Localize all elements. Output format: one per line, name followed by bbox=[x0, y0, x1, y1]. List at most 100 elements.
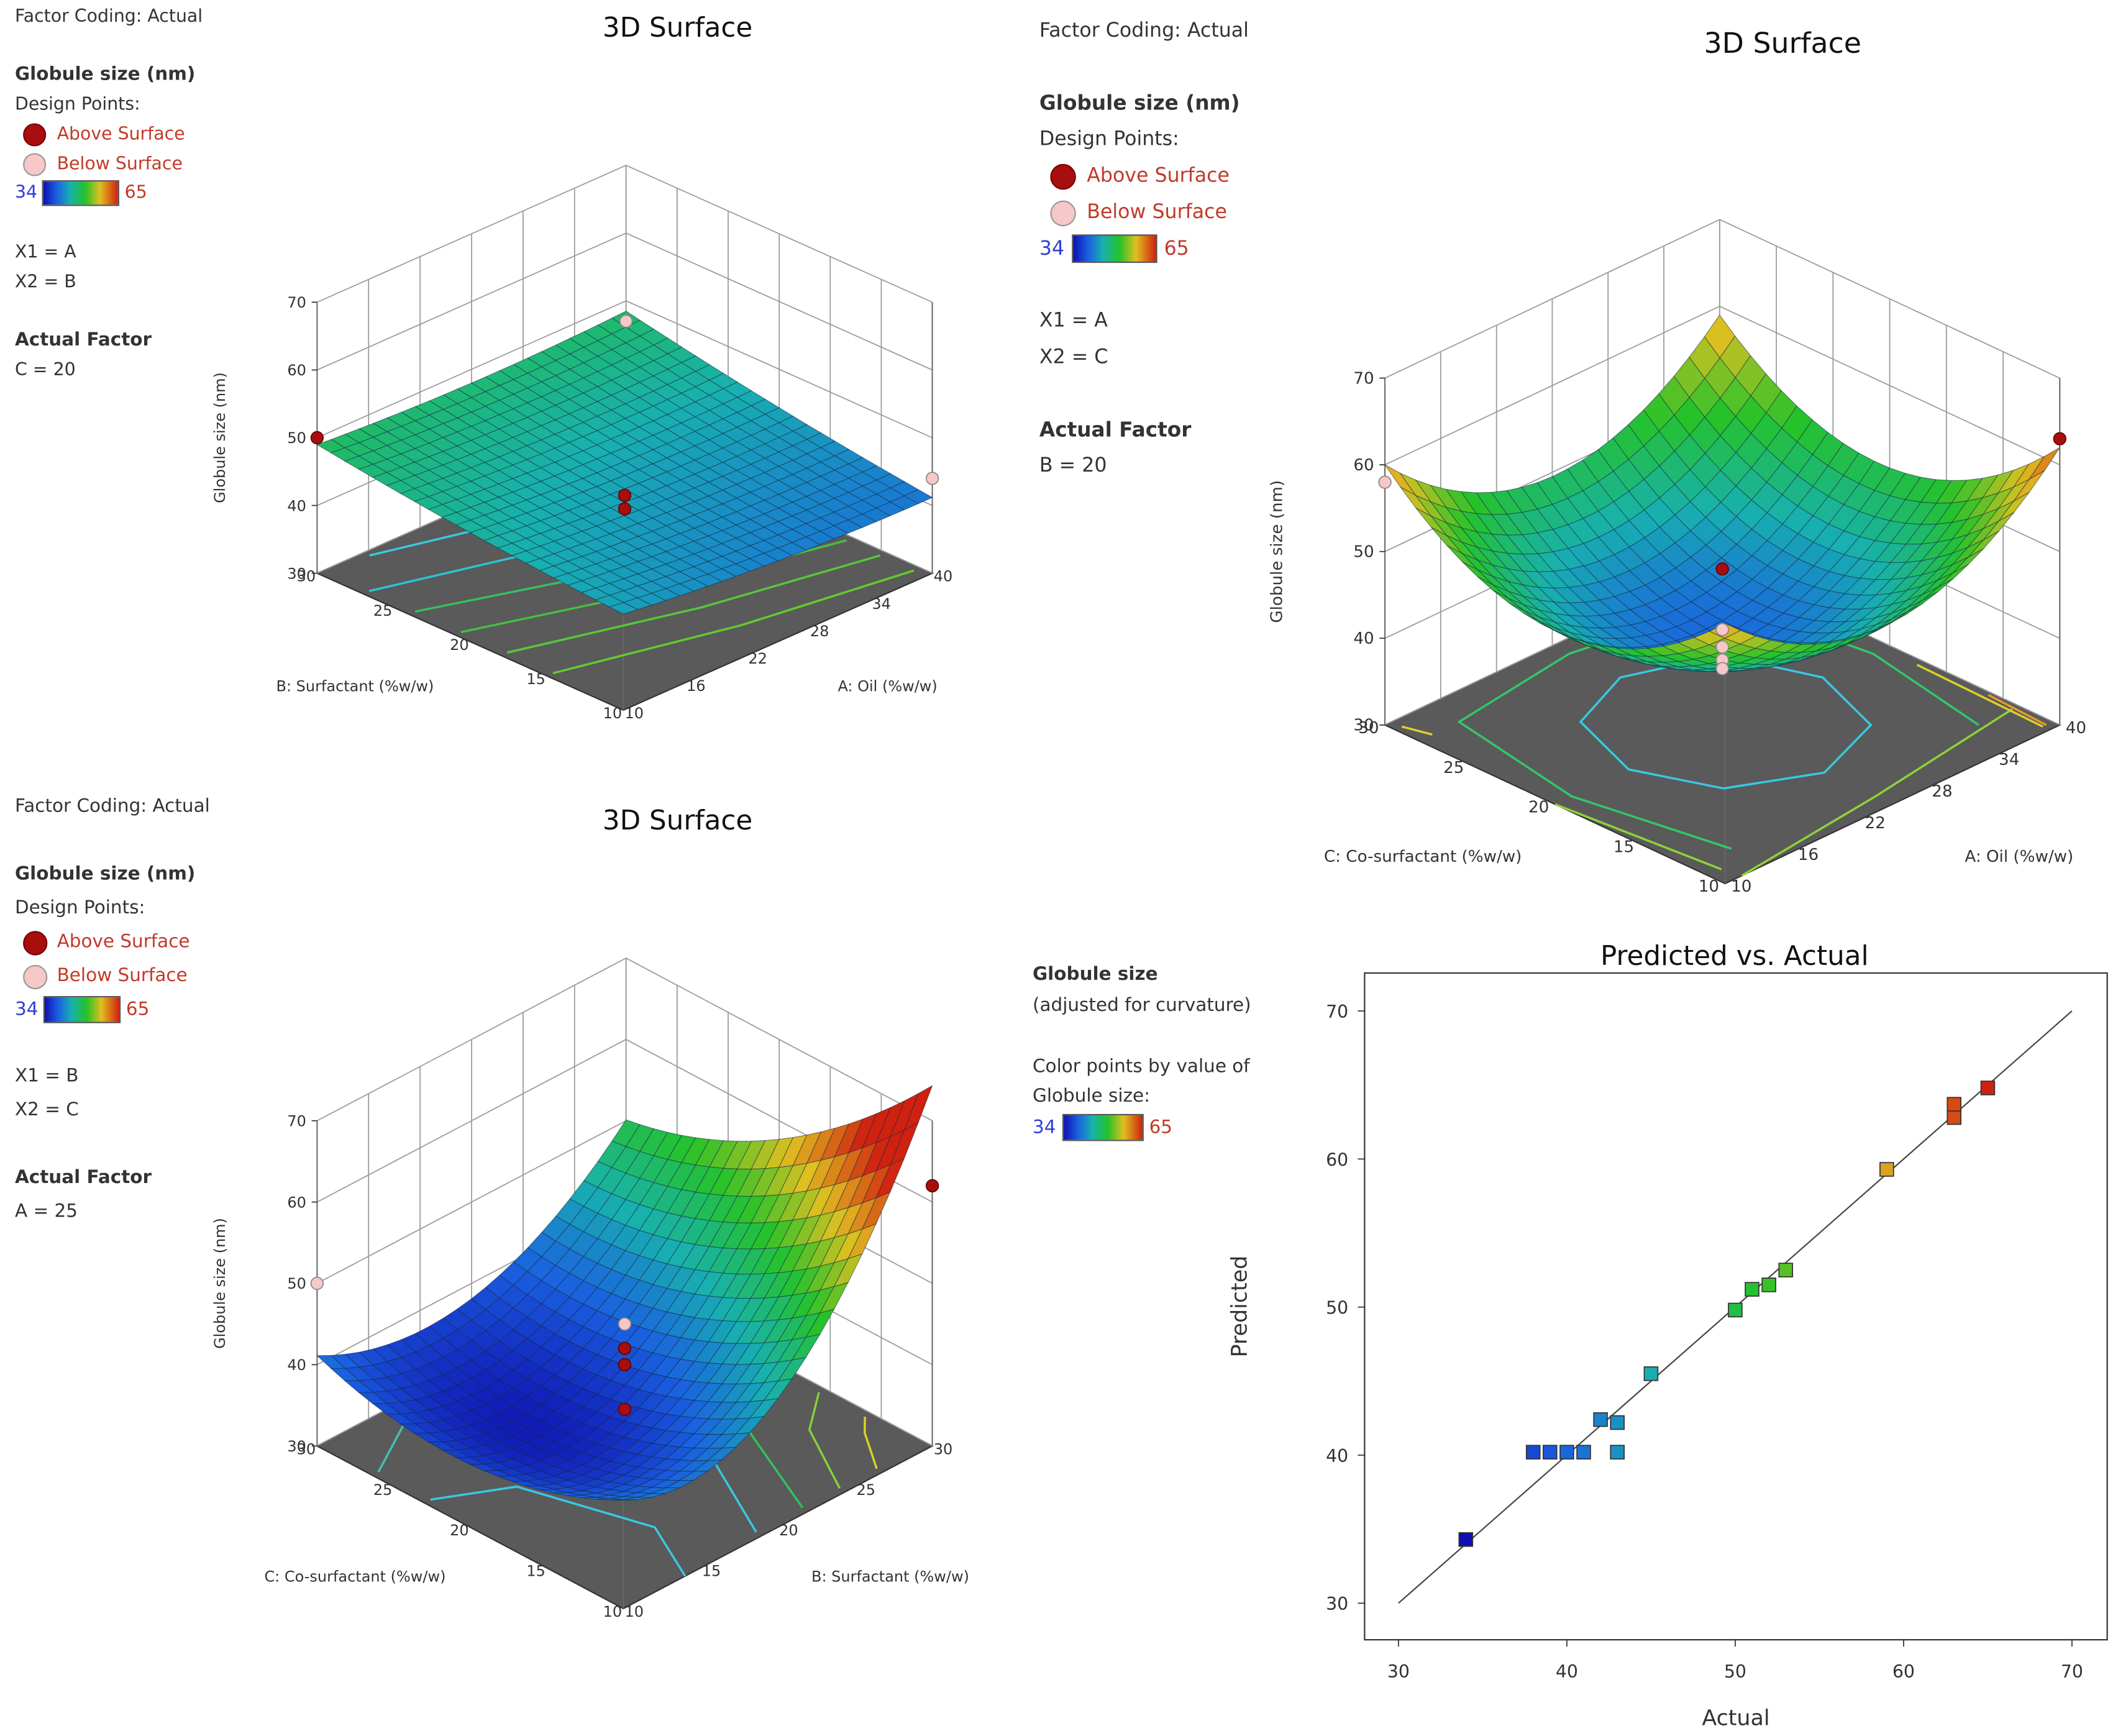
design-point-below bbox=[1715, 623, 1729, 637]
below-surface-label: Below Surface bbox=[1087, 201, 1227, 224]
fixed-factor-label: B = 20 bbox=[1039, 455, 1107, 477]
design-point-above bbox=[310, 431, 324, 445]
x-tick-label: 30 bbox=[934, 1440, 953, 1458]
y-tick-label: 70 bbox=[1326, 1002, 1348, 1022]
above-surface-label: Above Surface bbox=[57, 931, 190, 953]
contour-line bbox=[552, 569, 915, 675]
x1-label: X1 = B bbox=[14, 1065, 79, 1087]
factor-coding-label: Factor Coding: Actual bbox=[1039, 20, 1249, 42]
above-surface-marker bbox=[1050, 163, 1076, 190]
y-axis-label: Predicted bbox=[1228, 1256, 1253, 1358]
y-tick-label: 10 bbox=[603, 705, 623, 722]
data-point bbox=[1643, 1366, 1659, 1381]
colorbar-min-label: 34 bbox=[14, 183, 38, 204]
contour-line bbox=[1554, 803, 1722, 870]
x-tick-label: 10 bbox=[624, 1603, 644, 1620]
above-surface-marker bbox=[23, 123, 47, 147]
z-tick-label: 30 bbox=[287, 565, 306, 582]
x-axis-label: Actual bbox=[1702, 1706, 1769, 1731]
colorbar bbox=[1062, 1113, 1144, 1141]
colorbar-max-label: 65 bbox=[1149, 1117, 1173, 1139]
y-tick-label: 30 bbox=[1358, 719, 1379, 738]
below-surface-label: Below Surface bbox=[57, 154, 183, 175]
design-point-below bbox=[310, 1276, 324, 1291]
response-label: Globule size (nm) bbox=[1039, 91, 1240, 116]
data-point bbox=[1543, 1445, 1558, 1460]
data-point bbox=[1728, 1302, 1743, 1318]
y-tick-label: 15 bbox=[526, 670, 545, 688]
x-axis-label: B: Surfactant (%w/w) bbox=[811, 1568, 969, 1585]
wall-grid-line bbox=[1384, 305, 2060, 465]
colorbar-min-label: 34 bbox=[1032, 1117, 1056, 1139]
x-tick-label: 10 bbox=[1731, 877, 1751, 896]
response-label: Globule size (nm) bbox=[14, 63, 196, 86]
x-tick-label: 22 bbox=[1865, 814, 1886, 833]
design-point-above bbox=[618, 502, 632, 516]
surface-cell bbox=[608, 602, 639, 614]
wall-grid-line bbox=[317, 300, 933, 439]
x-axis-label: A: Oil (%w/w) bbox=[1965, 847, 2073, 866]
contour-line bbox=[1741, 708, 2013, 877]
x-tick-label: 50 bbox=[1724, 1661, 1746, 1682]
scatter-title: Predicted vs. Actual bbox=[1600, 939, 1869, 972]
x1-label: X1 = A bbox=[14, 242, 76, 263]
design-point-below bbox=[1715, 662, 1729, 675]
data-point bbox=[1947, 1097, 1961, 1112]
design-points-label: Design Points: bbox=[14, 897, 145, 919]
surface-2-title: 3D Surface bbox=[1704, 27, 1861, 60]
wall-grid-line bbox=[1384, 219, 2060, 379]
surface-group: 30 40 50 60 70 Globule size (nm) 10 16 22 28 34 40 1… bbox=[1267, 219, 2086, 896]
data-point bbox=[1879, 1162, 1894, 1177]
y-tick-label: 10 bbox=[603, 1603, 623, 1620]
y-tick-label: 15 bbox=[526, 1563, 545, 1580]
x2-label: X2 = C bbox=[1039, 347, 1108, 369]
x-tick-label: 70 bbox=[2061, 1661, 2083, 1682]
z-tick-label: 60 bbox=[1353, 456, 1374, 475]
wall-grid-line bbox=[317, 232, 933, 371]
contour-line bbox=[506, 554, 881, 654]
below-surface-marker bbox=[23, 964, 48, 990]
below-surface-marker bbox=[23, 153, 47, 176]
data-point bbox=[1745, 1282, 1760, 1297]
x-tick-label: 40 bbox=[1556, 1661, 1578, 1682]
data-point bbox=[1610, 1445, 1625, 1460]
x2-label: X2 = B bbox=[14, 272, 76, 293]
data-point bbox=[1593, 1412, 1608, 1427]
z-tick-label: 40 bbox=[287, 497, 306, 514]
z-tick-label: 70 bbox=[287, 294, 306, 311]
z-tick-label: 40 bbox=[1353, 629, 1374, 648]
data-point bbox=[1778, 1263, 1793, 1277]
design-point-above bbox=[925, 1179, 939, 1193]
y-tick-label: 30 bbox=[1326, 1594, 1348, 1614]
actual-factor-label: Actual Factor bbox=[14, 329, 152, 351]
z-tick-label: 50 bbox=[287, 1275, 306, 1292]
z-tick-label: 70 bbox=[287, 1112, 306, 1130]
z-tick-label: 30 bbox=[287, 1438, 306, 1455]
colorbar bbox=[1072, 234, 1157, 263]
design-point-above bbox=[618, 1341, 632, 1355]
x-tick-label: 16 bbox=[687, 677, 706, 695]
colorbar-min-label: 34 bbox=[1039, 238, 1065, 260]
x-tick-label: 22 bbox=[748, 650, 767, 667]
y-tick-label: 50 bbox=[1326, 1298, 1348, 1318]
surface-group: 30 40 50 60 70 Globule size (nm) 10 16 22 28 34 40 1… bbox=[211, 165, 952, 722]
z-tick-label: 30 bbox=[1353, 716, 1374, 735]
y-tick-label: 25 bbox=[373, 602, 393, 619]
x1-label: X1 = A bbox=[1039, 310, 1108, 332]
contour-line bbox=[1401, 725, 1433, 736]
scatter-legend-subtitle: (adjusted for curvature) bbox=[1032, 994, 1251, 1016]
colorbar-min-label: 34 bbox=[14, 998, 39, 1021]
data-point bbox=[1525, 1445, 1541, 1460]
design-point-below bbox=[1378, 475, 1392, 489]
below-surface-label: Below Surface bbox=[57, 964, 188, 987]
fixed-factor-label: C = 20 bbox=[14, 360, 76, 381]
y-axis-label: C: Co-surfactant (%w/w) bbox=[1324, 847, 1522, 866]
factor-coding-label: Factor Coding: Actual bbox=[14, 6, 203, 27]
contour-line bbox=[1916, 664, 2043, 728]
x-tick-label: 30 bbox=[1387, 1661, 1410, 1682]
colorbar-max-label: 65 bbox=[124, 183, 147, 204]
y-tick-label: 20 bbox=[450, 636, 469, 654]
color-note-line-1: Color points by value of bbox=[1032, 1056, 1250, 1077]
x-tick-label: 60 bbox=[1892, 1661, 1915, 1682]
